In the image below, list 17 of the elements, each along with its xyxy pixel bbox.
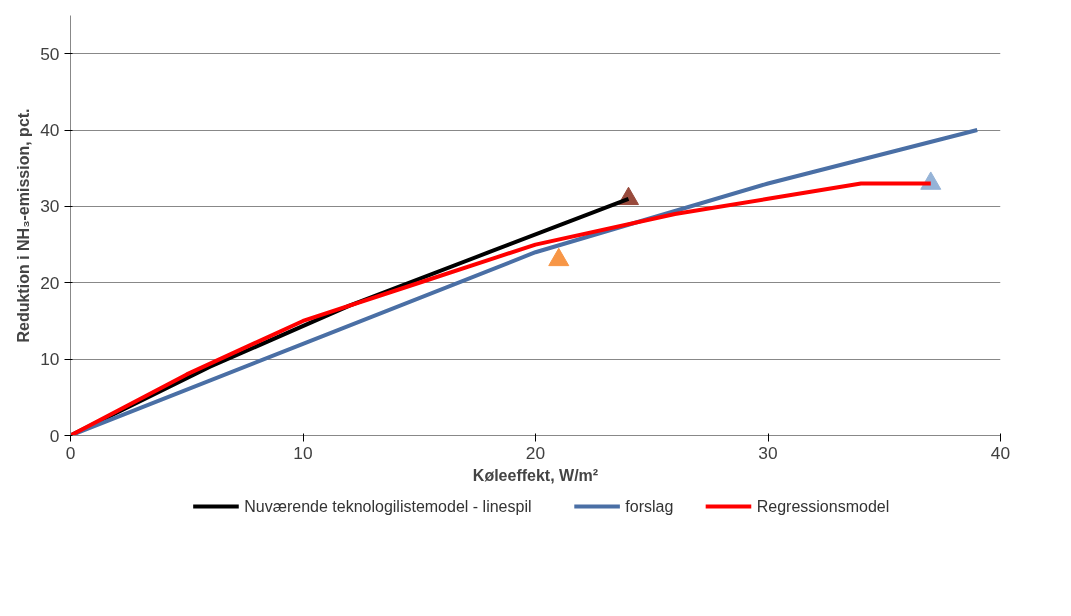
y-tick-label: 20 (40, 272, 60, 293)
x-tick-label: 30 (758, 442, 778, 463)
y-axis-title: Reduktion i NH₃-emission, pct. (15, 108, 33, 343)
y-tick-label: 40 (40, 120, 60, 141)
x-tick-label: 20 (525, 442, 546, 463)
y-tick-label: 10 (40, 349, 60, 370)
y-tick-label: 0 (49, 425, 60, 446)
y-tick-label: 50 (40, 43, 60, 64)
x-tick-label: 0 (65, 442, 76, 463)
x-axis-title: Køleeffekt, W/m² (472, 466, 599, 484)
point (548, 247, 570, 267)
y-tick-label: 30 (40, 196, 60, 217)
legend-label: Regressionsmodel (756, 498, 890, 515)
x-tick-label: 40 (990, 442, 1011, 463)
legend-label: forslag (625, 498, 674, 515)
x-tick-label: 10 (293, 442, 313, 463)
legend-label: Nuværende teknologilistemodel - linespil (244, 498, 532, 515)
